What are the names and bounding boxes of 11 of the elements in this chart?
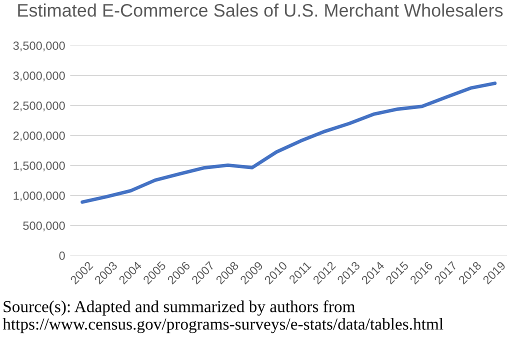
y-tick-label: 1,500,000 xyxy=(14,162,65,172)
y-tick-label: 0 xyxy=(59,252,65,260)
y-tick-label: 2,000,000 xyxy=(13,132,65,142)
chart-title: Estimated E-Commerce Sales of U.S. Merchant Wholesalers xyxy=(18,4,503,17)
y-tick-label: 3,000,000 xyxy=(13,72,65,82)
y-tick-label: 1,000,000 xyxy=(14,192,65,202)
y-tick-label: 500,000 xyxy=(23,222,65,232)
y-tick-label: 2,500,000 xyxy=(13,102,65,112)
line-series xyxy=(80,82,497,204)
y-tick-label: 3,500,000 xyxy=(13,42,65,52)
source-note: Source(s): Adapted and summarized by authors from https://www.census.gov/programs-surveys/e-stats/data/tables.html xyxy=(2,300,444,334)
